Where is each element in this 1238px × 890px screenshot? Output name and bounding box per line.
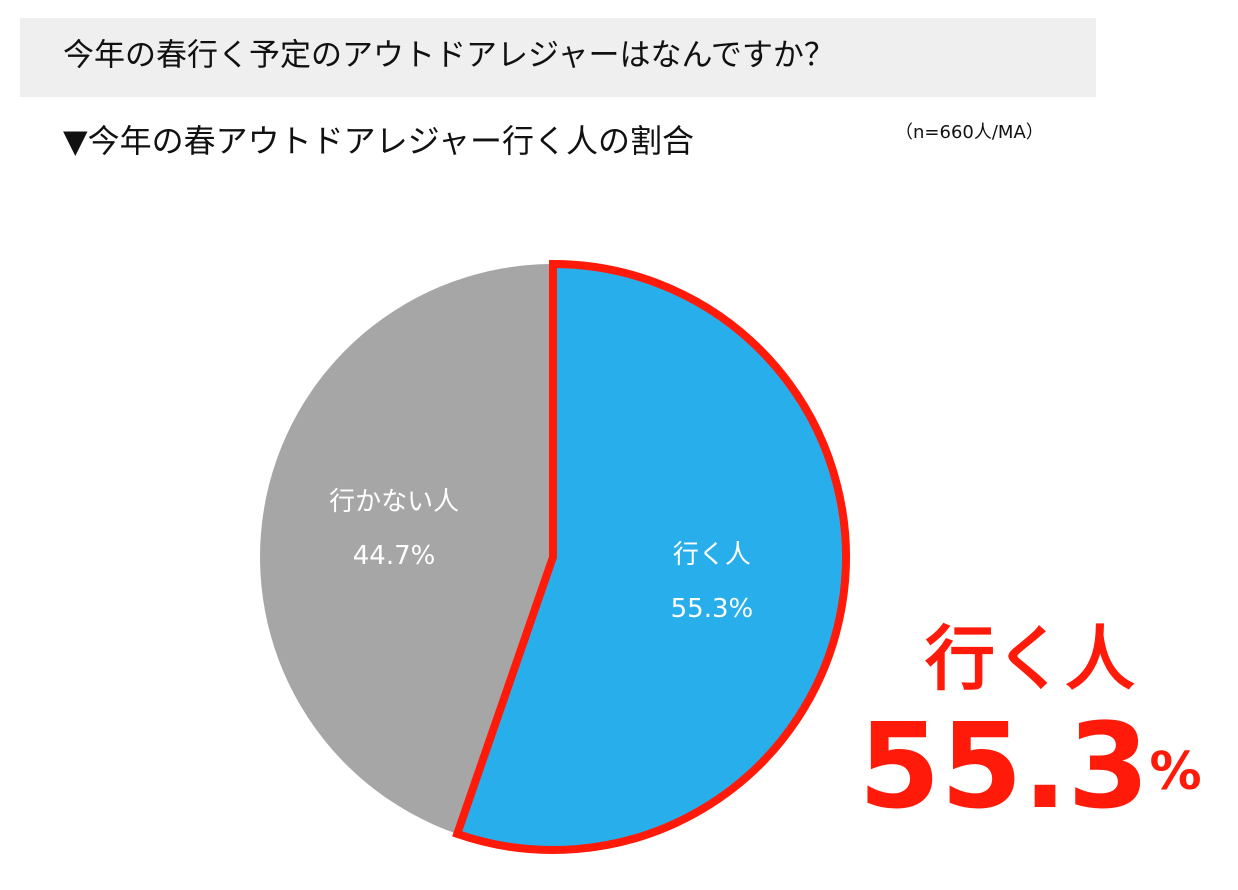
pie-slice [452,259,850,854]
slice-label: 行かない人 [329,487,459,517]
pie: 行く人 55.3% 行かない人 44.7% [259,259,850,854]
slice-label: 行く人 [673,540,751,570]
slice-value-label: 55.3% [671,594,754,624]
callout-label: 行く人 [925,618,1135,700]
callout-unit: % [1150,742,1202,802]
callout-number: 55.3% [858,697,1201,835]
callout-value: 55.3 [858,697,1149,835]
header-question: 今年の春行く予定のアウトドアレジャーはなんですか？ [63,38,835,74]
pie-slice [259,264,553,834]
chart-title: ▼今年の春アウトドアレジャー行く人の割合 [63,122,694,160]
sample-note: （n=660人/MA） [895,122,1044,143]
slice-value-label: 44.7% [353,541,436,571]
header-box [20,18,1096,97]
